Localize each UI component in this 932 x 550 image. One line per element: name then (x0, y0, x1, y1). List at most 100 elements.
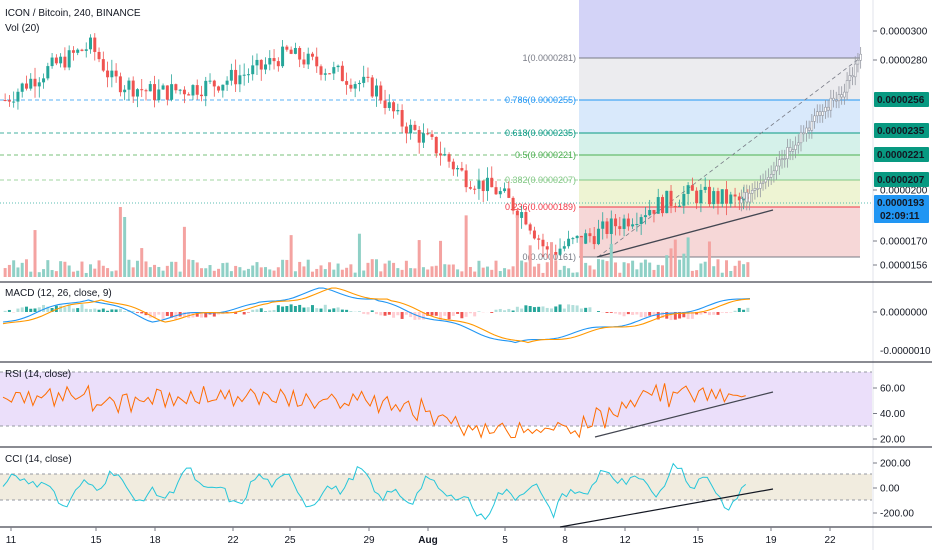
candle-body[interactable] (464, 170, 468, 188)
candle-body[interactable] (63, 56, 67, 68)
candle-body[interactable] (362, 76, 366, 83)
candle-body[interactable] (699, 189, 703, 204)
candle-body[interactable] (242, 74, 246, 76)
candle-body[interactable] (217, 86, 221, 91)
candle-body[interactable] (541, 239, 545, 247)
candle-body[interactable] (409, 124, 413, 134)
candle-body[interactable] (639, 217, 643, 224)
candle-body[interactable] (379, 85, 383, 101)
candle-body[interactable] (712, 191, 716, 205)
candle-body[interactable] (110, 70, 114, 78)
candle-body[interactable] (618, 226, 622, 229)
candle-body[interactable] (383, 100, 387, 109)
candle-body[interactable] (16, 91, 20, 102)
candle-body[interactable] (571, 238, 575, 240)
candle-body[interactable] (545, 246, 549, 250)
candle-body[interactable] (114, 70, 118, 77)
candle-body[interactable] (67, 50, 71, 68)
candle-body[interactable] (225, 80, 229, 85)
candle-body[interactable] (238, 75, 242, 85)
candle-body[interactable] (24, 83, 28, 89)
candle-body[interactable] (71, 50, 75, 53)
candle-body[interactable] (503, 188, 507, 192)
candle-body[interactable] (135, 89, 139, 97)
candle-body[interactable] (669, 190, 673, 207)
candle-body[interactable] (315, 56, 319, 67)
candle-body[interactable] (118, 76, 122, 93)
candle-body[interactable] (511, 197, 515, 211)
candle-body[interactable] (357, 82, 361, 85)
candle-body[interactable] (29, 78, 33, 89)
candle-body[interactable] (293, 47, 297, 54)
candle-body[interactable] (165, 85, 169, 100)
candle-body[interactable] (413, 124, 417, 130)
candle-body[interactable] (609, 218, 613, 234)
candle-body[interactable] (678, 205, 682, 207)
candle-body[interactable] (596, 228, 600, 245)
candle-body[interactable] (588, 233, 592, 237)
candle-body[interactable] (298, 47, 302, 60)
candle-body[interactable] (605, 221, 609, 234)
candle-body[interactable] (554, 252, 558, 255)
candle-body[interactable] (562, 246, 566, 249)
candle-body[interactable] (396, 110, 400, 112)
candle-body[interactable] (336, 65, 340, 68)
candle-body[interactable] (434, 136, 438, 154)
candle-body[interactable] (720, 189, 724, 204)
candle-body[interactable] (199, 94, 203, 97)
candle-body[interactable] (20, 83, 24, 92)
candle-body[interactable] (340, 65, 344, 82)
candle-body[interactable] (703, 186, 707, 190)
candle-body[interactable] (12, 101, 16, 103)
candle-body[interactable] (733, 194, 737, 197)
candle-body[interactable] (302, 59, 306, 65)
candle-body[interactable] (601, 221, 605, 229)
candle-body[interactable] (451, 161, 455, 170)
candle-body[interactable] (430, 134, 434, 137)
candle-body[interactable] (191, 85, 195, 96)
rsi-trendline[interactable] (594, 391, 774, 438)
candle-body[interactable] (370, 77, 374, 97)
candle-body[interactable] (575, 235, 579, 239)
candle-body[interactable] (400, 110, 404, 127)
candle-body[interactable] (178, 89, 182, 91)
candle-body[interactable] (443, 154, 447, 156)
candle-body[interactable] (477, 180, 481, 189)
candle-body[interactable] (725, 189, 729, 204)
candle-body[interactable] (212, 80, 216, 87)
candle-body[interactable] (170, 84, 174, 100)
candle-body[interactable] (276, 61, 280, 67)
candle-body[interactable] (622, 218, 626, 229)
candle-body[interactable] (353, 84, 357, 89)
candle-body[interactable] (144, 90, 148, 92)
candle-body[interactable] (3, 100, 7, 101)
candle-body[interactable] (251, 65, 255, 75)
candle-body[interactable] (421, 133, 425, 143)
candle-body[interactable] (259, 59, 263, 70)
candle-body[interactable] (332, 67, 336, 74)
candle-body[interactable] (106, 70, 110, 78)
candle-body[interactable] (737, 196, 741, 201)
candle-body[interactable] (439, 153, 443, 156)
candle-body[interactable] (328, 73, 332, 75)
candle-body[interactable] (707, 186, 711, 205)
candle-body[interactable] (264, 64, 268, 70)
candle-body[interactable] (50, 57, 54, 67)
candle-body[interactable] (255, 59, 259, 66)
candle-body[interactable] (485, 177, 489, 192)
candle-body[interactable] (148, 84, 152, 92)
candle-body[interactable] (695, 190, 699, 204)
candle-body[interactable] (498, 191, 502, 195)
candle-body[interactable] (468, 187, 472, 189)
candle-body[interactable] (345, 81, 349, 85)
candle-body[interactable] (690, 185, 694, 191)
candle-body[interactable] (648, 210, 652, 216)
candle-body[interactable] (131, 80, 135, 97)
candle-body[interactable] (234, 69, 238, 85)
candle-body[interactable] (682, 193, 686, 206)
candle-body[interactable] (89, 37, 92, 50)
candle-body[interactable] (460, 168, 464, 171)
candle-body[interactable] (686, 185, 690, 194)
candle-body[interactable] (567, 238, 571, 247)
